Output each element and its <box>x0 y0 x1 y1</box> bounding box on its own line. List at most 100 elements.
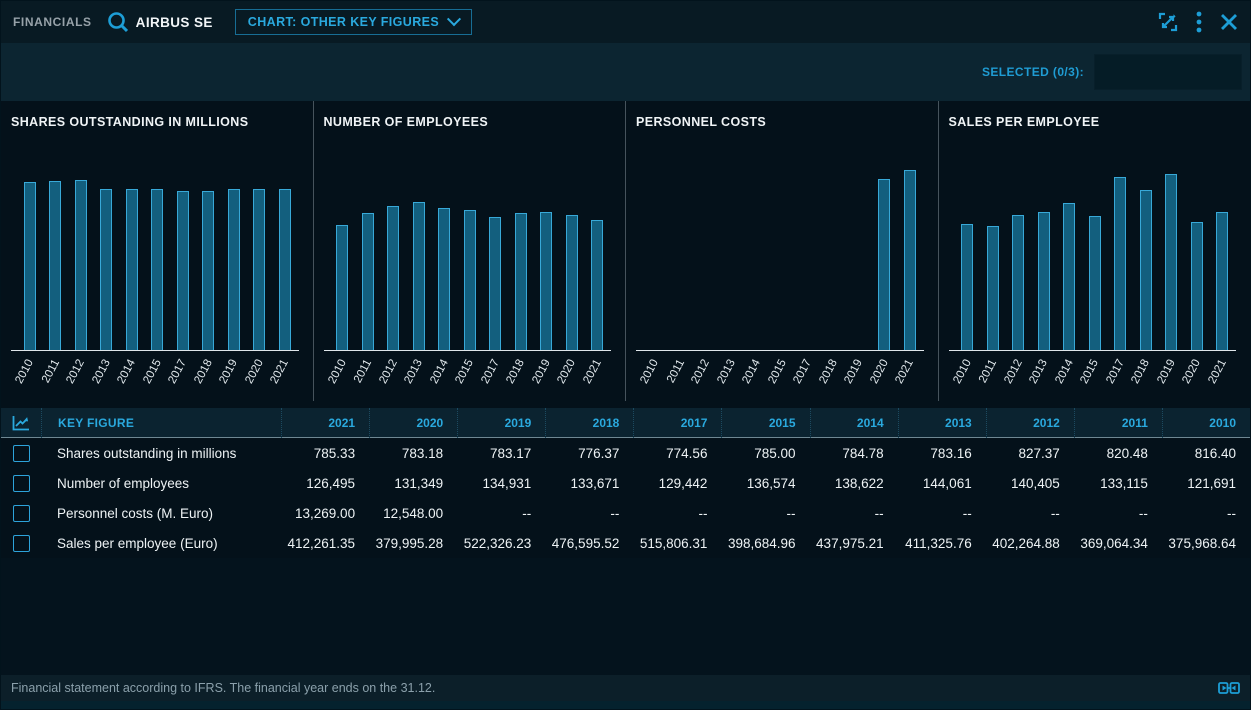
table-row: Shares outstanding in millions785.33783.… <box>1 438 1250 468</box>
table-header-row: KEY FIGURE 20212020201920182017201520142… <box>1 408 1250 438</box>
bar <box>1038 212 1050 351</box>
value-cell: 515,806.31 <box>633 536 721 551</box>
bar-slot <box>1108 133 1134 351</box>
bar <box>1012 215 1024 351</box>
chart-type-dropdown[interactable]: CHART: OTHER KEY FIGURES <box>235 9 472 35</box>
x-axis-label: 2010 <box>642 351 668 401</box>
bar-slot <box>980 133 1006 351</box>
x-axis-label: 2013 <box>94 351 120 401</box>
x-axis-label: 2012 <box>1006 351 1032 401</box>
x-axis-label: 2010 <box>955 351 981 401</box>
x-axis-label: 2015 <box>770 351 796 401</box>
kebab-menu-icon[interactable] <box>1196 11 1202 33</box>
value-cell: 134,931 <box>457 476 545 491</box>
key-figure-label: Shares outstanding in millions <box>41 446 281 461</box>
value-cell: 776.37 <box>545 446 633 461</box>
selected-count-label: SELECTED (0/3): <box>982 65 1084 79</box>
x-axis-label: 2021 <box>585 351 611 401</box>
value-cell: 131,349 <box>369 476 457 491</box>
company-name: AIRBUS SE <box>136 15 213 30</box>
value-cell: 13,269.00 <box>281 506 369 521</box>
bar <box>100 189 112 351</box>
value-cell: 144,061 <box>898 476 986 491</box>
bar <box>1089 216 1101 351</box>
bar-slot <box>559 133 585 351</box>
bar-slot <box>406 133 432 351</box>
bar-slot <box>1082 133 1108 351</box>
link-icon[interactable] <box>1218 681 1240 695</box>
bar <box>904 170 916 351</box>
year-column-header: 2012 <box>986 408 1074 438</box>
row-checkbox[interactable] <box>13 475 30 492</box>
x-axis-label: 2011 <box>980 351 1006 401</box>
bar <box>362 213 374 351</box>
footer-note: Financial statement according to IFRS. T… <box>11 681 435 695</box>
bar <box>279 189 291 351</box>
bar <box>878 179 890 351</box>
bar-slot <box>821 133 847 351</box>
bar-slot <box>770 133 796 351</box>
row-checkbox[interactable] <box>13 505 30 522</box>
chart-panel: PERSONNEL COSTS2010201120122013201420152… <box>626 101 939 401</box>
x-axis-label: 2010 <box>17 351 43 401</box>
row-checkbox[interactable] <box>13 535 30 552</box>
bar <box>253 189 265 351</box>
value-cell: 133,115 <box>1074 476 1162 491</box>
footer-bar: Financial statement according to IFRS. T… <box>1 675 1250 701</box>
bar-slot <box>1006 133 1032 351</box>
key-figure-label: Personnel costs (M. Euro) <box>41 506 281 521</box>
top-bar: FINANCIALS AIRBUS SE CHART: OTHER KEY FI… <box>1 1 1250 43</box>
chart-type-dropdown-label: CHART: OTHER KEY FIGURES <box>248 15 439 29</box>
x-axis-label: 2019 <box>846 351 872 401</box>
key-figure-label: Number of employees <box>41 476 281 491</box>
close-icon[interactable] <box>1220 13 1238 31</box>
bar-slot <box>196 133 222 351</box>
x-axis-label: 2021 <box>272 351 298 401</box>
bar-slot <box>693 133 719 351</box>
bar-slot <box>534 133 560 351</box>
value-cell: 827.37 <box>986 446 1074 461</box>
x-axis-label: 2018 <box>821 351 847 401</box>
trend-chart-icon[interactable] <box>1 408 41 438</box>
bar <box>413 202 425 351</box>
bar-slot <box>272 133 298 351</box>
value-cell: 784.78 <box>810 446 898 461</box>
checkbox-cell <box>1 475 41 492</box>
value-cell: 816.40 <box>1162 446 1250 461</box>
expand-icon[interactable] <box>1158 12 1178 32</box>
x-axis-labels: 2010201120122013201420152017201820192020… <box>636 351 928 401</box>
bar-slot <box>432 133 458 351</box>
x-axis-label: 2012 <box>381 351 407 401</box>
year-column-header: 2020 <box>369 408 457 438</box>
value-cell: 375,968.64 <box>1162 536 1250 551</box>
bar <box>1165 174 1177 351</box>
x-axis-label: 2012 <box>693 351 719 401</box>
x-axis-label: 2020 <box>559 351 585 401</box>
bar-slot <box>1159 133 1185 351</box>
x-axis-label: 2018 <box>1133 351 1159 401</box>
bar-slot <box>483 133 509 351</box>
year-column-header: 2013 <box>898 408 986 438</box>
value-cell: 411,325.76 <box>898 536 986 551</box>
x-axis-label: 2021 <box>1210 351 1236 401</box>
value-cell: 126,495 <box>281 476 369 491</box>
x-axis-label: 2012 <box>68 351 94 401</box>
value-cell: -- <box>1074 506 1162 521</box>
value-cell: 412,261.35 <box>281 536 369 551</box>
x-axis-label: 2015 <box>457 351 483 401</box>
bar-slot <box>668 133 694 351</box>
value-cell: 121,691 <box>1162 476 1250 491</box>
row-checkbox[interactable] <box>13 445 30 462</box>
x-axis-label: 2020 <box>1184 351 1210 401</box>
year-column-header: 2011 <box>1074 408 1162 438</box>
chevron-down-icon <box>447 12 461 26</box>
value-cell: -- <box>810 506 898 521</box>
x-axis-label: 2019 <box>221 351 247 401</box>
search-icon[interactable] <box>106 10 130 34</box>
x-axis-labels: 2010201120122013201420152017201820192020… <box>949 351 1241 401</box>
bar-slot <box>1184 133 1210 351</box>
bar-slot <box>381 133 407 351</box>
bar-slot <box>897 133 923 351</box>
bar-slot <box>457 133 483 351</box>
selection-input[interactable] <box>1094 54 1242 90</box>
